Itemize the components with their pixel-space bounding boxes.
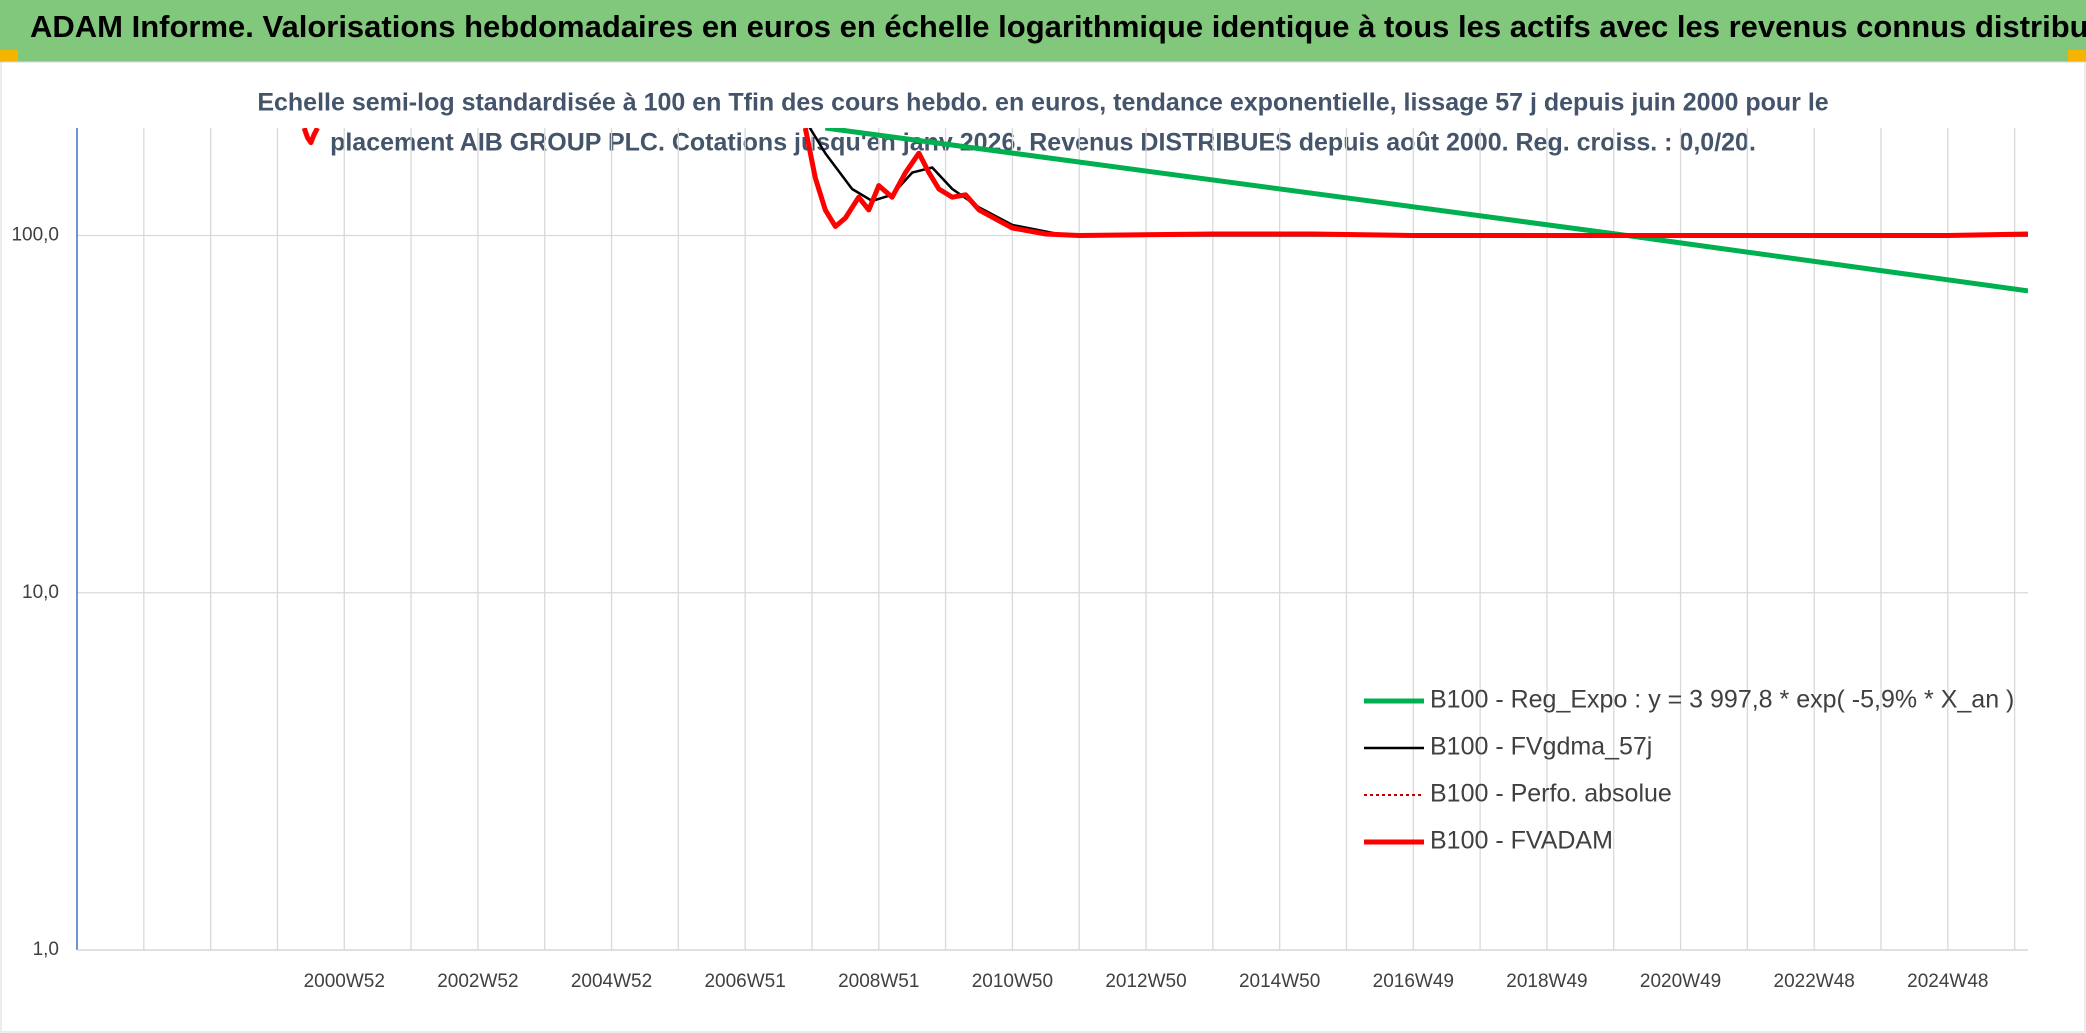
x-tick-label: 2002W52 <box>437 971 518 992</box>
x-tick-label: 2016W49 <box>1373 971 1454 992</box>
x-tick-label: 2008W51 <box>838 971 919 992</box>
corner <box>0 50 18 62</box>
y-tick-label: 100,0 <box>11 225 59 246</box>
legend-label: B100 - FVADAM <box>1430 827 1613 855</box>
x-tick-label: 2004W52 <box>571 971 652 992</box>
x-tick-label: 2000W52 <box>304 971 385 992</box>
title-banner <box>0 0 2086 62</box>
labels: 1,0 10,0 100,0 2000W52 2002W52 2004W52 2006W51… <box>11 225 2014 992</box>
legend-label: B100 - FVgdma_57j <box>1430 733 1652 761</box>
y-tick-label: 1,0 <box>33 939 59 960</box>
legend-label: B100 - Reg_Expo : y = 3 997,8 * exp( -5,… <box>1430 686 2014 714</box>
y-tick-label: 10,0 <box>22 582 59 603</box>
legend-label: B100 - Perfo. absolue <box>1430 780 1672 808</box>
x-tick-label: 2010W50 <box>972 971 1053 992</box>
plot-area <box>301 128 2028 294</box>
subtitle: placement AIB GROUP PLC. Cotations jusqu… <box>330 129 1756 157</box>
x-tick-label: 2014W50 <box>1239 971 1320 992</box>
subtitle: Echelle semi-log standardisée à 100 en T… <box>257 89 1828 117</box>
x-tick-label: 2018W49 <box>1506 971 1587 992</box>
x-tick-label: 2020W49 <box>1640 971 1721 992</box>
frame <box>0 61 2086 1033</box>
series-line <box>301 128 2028 238</box>
x-tick-label: 2022W48 <box>1774 971 1855 992</box>
x-tick-label: 2012W50 <box>1105 971 1186 992</box>
x-tick-label: 2006W51 <box>704 971 785 992</box>
x-tick-label: 2024W48 <box>1907 971 1988 992</box>
grid <box>76 128 2028 951</box>
chart-title: ADAM Informe. Valorisations hebdomadaire… <box>30 9 2086 44</box>
corner <box>2068 50 2086 62</box>
